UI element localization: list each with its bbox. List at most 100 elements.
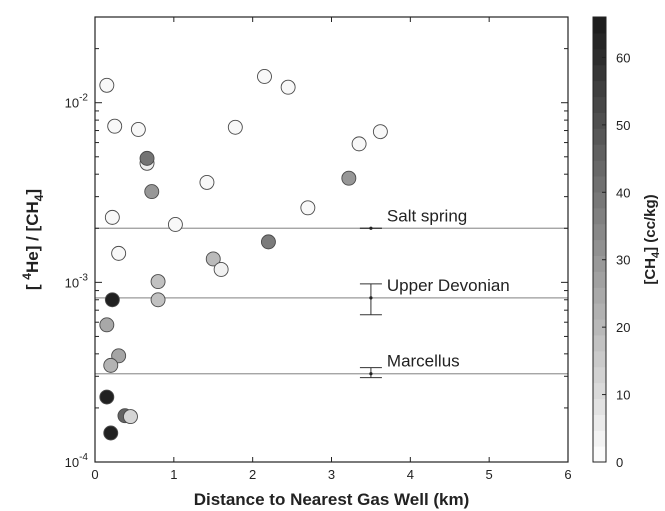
error-bar-center [369,226,373,230]
colorbar-band [593,318,606,336]
colorbar-band [593,112,606,129]
colorbar-band [593,287,606,304]
y-tick-label: 10-2 [65,93,89,111]
data-point [130,121,146,137]
colorbar-band [593,366,606,384]
reference-line-label: Marcellus [387,352,460,371]
colorbar-band [593,430,606,447]
colorbar-title-part: ] (cc/kg) [642,194,659,252]
y-axis-title-part: [ [23,280,42,290]
colorbar-band [593,350,606,368]
colorbar-band [593,80,606,98]
data-point [227,119,243,135]
x-tick-label: 1 [170,467,177,482]
data-point [103,357,119,373]
y-tick-label-base: 10 [65,96,79,111]
x-tick-label: 5 [486,467,493,482]
data-point [99,317,115,333]
colorbar-band [593,17,606,34]
colorbar-ticks: 0 10 20 30 40 50 60 [602,50,630,470]
colorbar-band [593,48,606,66]
data-point [104,209,120,225]
data-point [150,292,166,308]
data-points [99,69,388,441]
data-point [205,251,221,267]
data-point [111,245,127,261]
y-tick-label-exponent: -2 [79,93,88,104]
x-tick-label: 0 [91,467,98,482]
error-bar-center [369,296,373,300]
colorbar-band [593,207,606,225]
reference-lines [95,227,568,375]
reference-error-bars [359,226,382,379]
reference-line-label: Salt spring [387,206,467,225]
data-point [213,261,229,277]
data-point [300,200,316,216]
colorbar [593,17,606,463]
colorbar-band [593,160,606,177]
data-point [280,79,296,95]
colorbar-band [593,398,606,415]
colorbar-band [593,32,606,50]
colorbar-title-subscript: 4 [650,251,662,258]
colorbar-band [593,223,606,241]
x-tick-label: 3 [328,467,335,482]
data-point [139,150,155,166]
colorbar-tick-label: 60 [616,50,630,65]
y-axis-title-part: He] / [CH [23,201,42,273]
y-tick-label-exponent: -3 [79,272,88,283]
colorbar-band [593,64,606,82]
x-tick-label: 2 [249,467,256,482]
data-point [167,217,183,232]
colorbar-band [593,334,606,352]
data-point [111,348,127,364]
data-point [257,69,272,84]
colorbar-tick-label: 10 [616,388,630,403]
data-point [107,118,123,134]
reference-line-labels: Salt spring Upper Devonian Marcellus [387,206,510,370]
error-bar-center [369,372,373,376]
colorbar-band [593,271,606,288]
data-point [123,409,138,425]
y-axis-ticks: 10-210-310-4 [65,16,568,470]
y-tick-label-base: 10 [65,455,79,470]
y-axis-title: [ 4He] / [CH4] [20,189,46,290]
data-point [144,184,160,200]
colorbar-band [593,144,606,161]
colorbar-band [593,255,606,272]
plot-frame [94,16,569,463]
colorbar-band [593,175,606,193]
y-tick-label-exponent: -4 [79,452,88,463]
data-point [372,124,388,140]
colorbar-title: [CH4] (cc/kg) [642,194,662,284]
colorbar-tick-label: 50 [616,118,630,133]
data-point [351,136,367,152]
colorbar-tick-label: 40 [616,185,630,200]
colorbar-band [593,414,606,431]
y-axis-title-superscript: 4 [20,273,34,280]
data-point [150,274,166,290]
data-point [341,170,357,186]
x-tick-label: 6 [564,467,571,482]
colorbar-band [593,446,606,463]
colorbar-band [593,303,606,320]
colorbar-band [593,96,606,113]
colorbar-tick-label: 0 [616,455,623,470]
data-point [103,425,119,441]
reference-line-label: Upper Devonian [387,276,510,295]
x-axis-ticks: 0 1 2 3 4 5 6 [91,17,572,482]
colorbar-tick-label: 20 [616,320,630,335]
y-tick-label: 10-4 [65,452,89,470]
colorbar-tick-label: 30 [616,253,630,268]
colorbar-band [593,382,606,400]
data-point [104,292,120,308]
colorbar-band [593,191,606,209]
x-tick-label: 4 [407,467,414,482]
colorbar-band [593,128,606,145]
y-axis-title-subscript: 4 [32,194,46,201]
data-point [99,77,115,93]
data-point [99,389,115,405]
data-point [260,234,276,250]
y-tick-label-base: 10 [65,275,79,290]
